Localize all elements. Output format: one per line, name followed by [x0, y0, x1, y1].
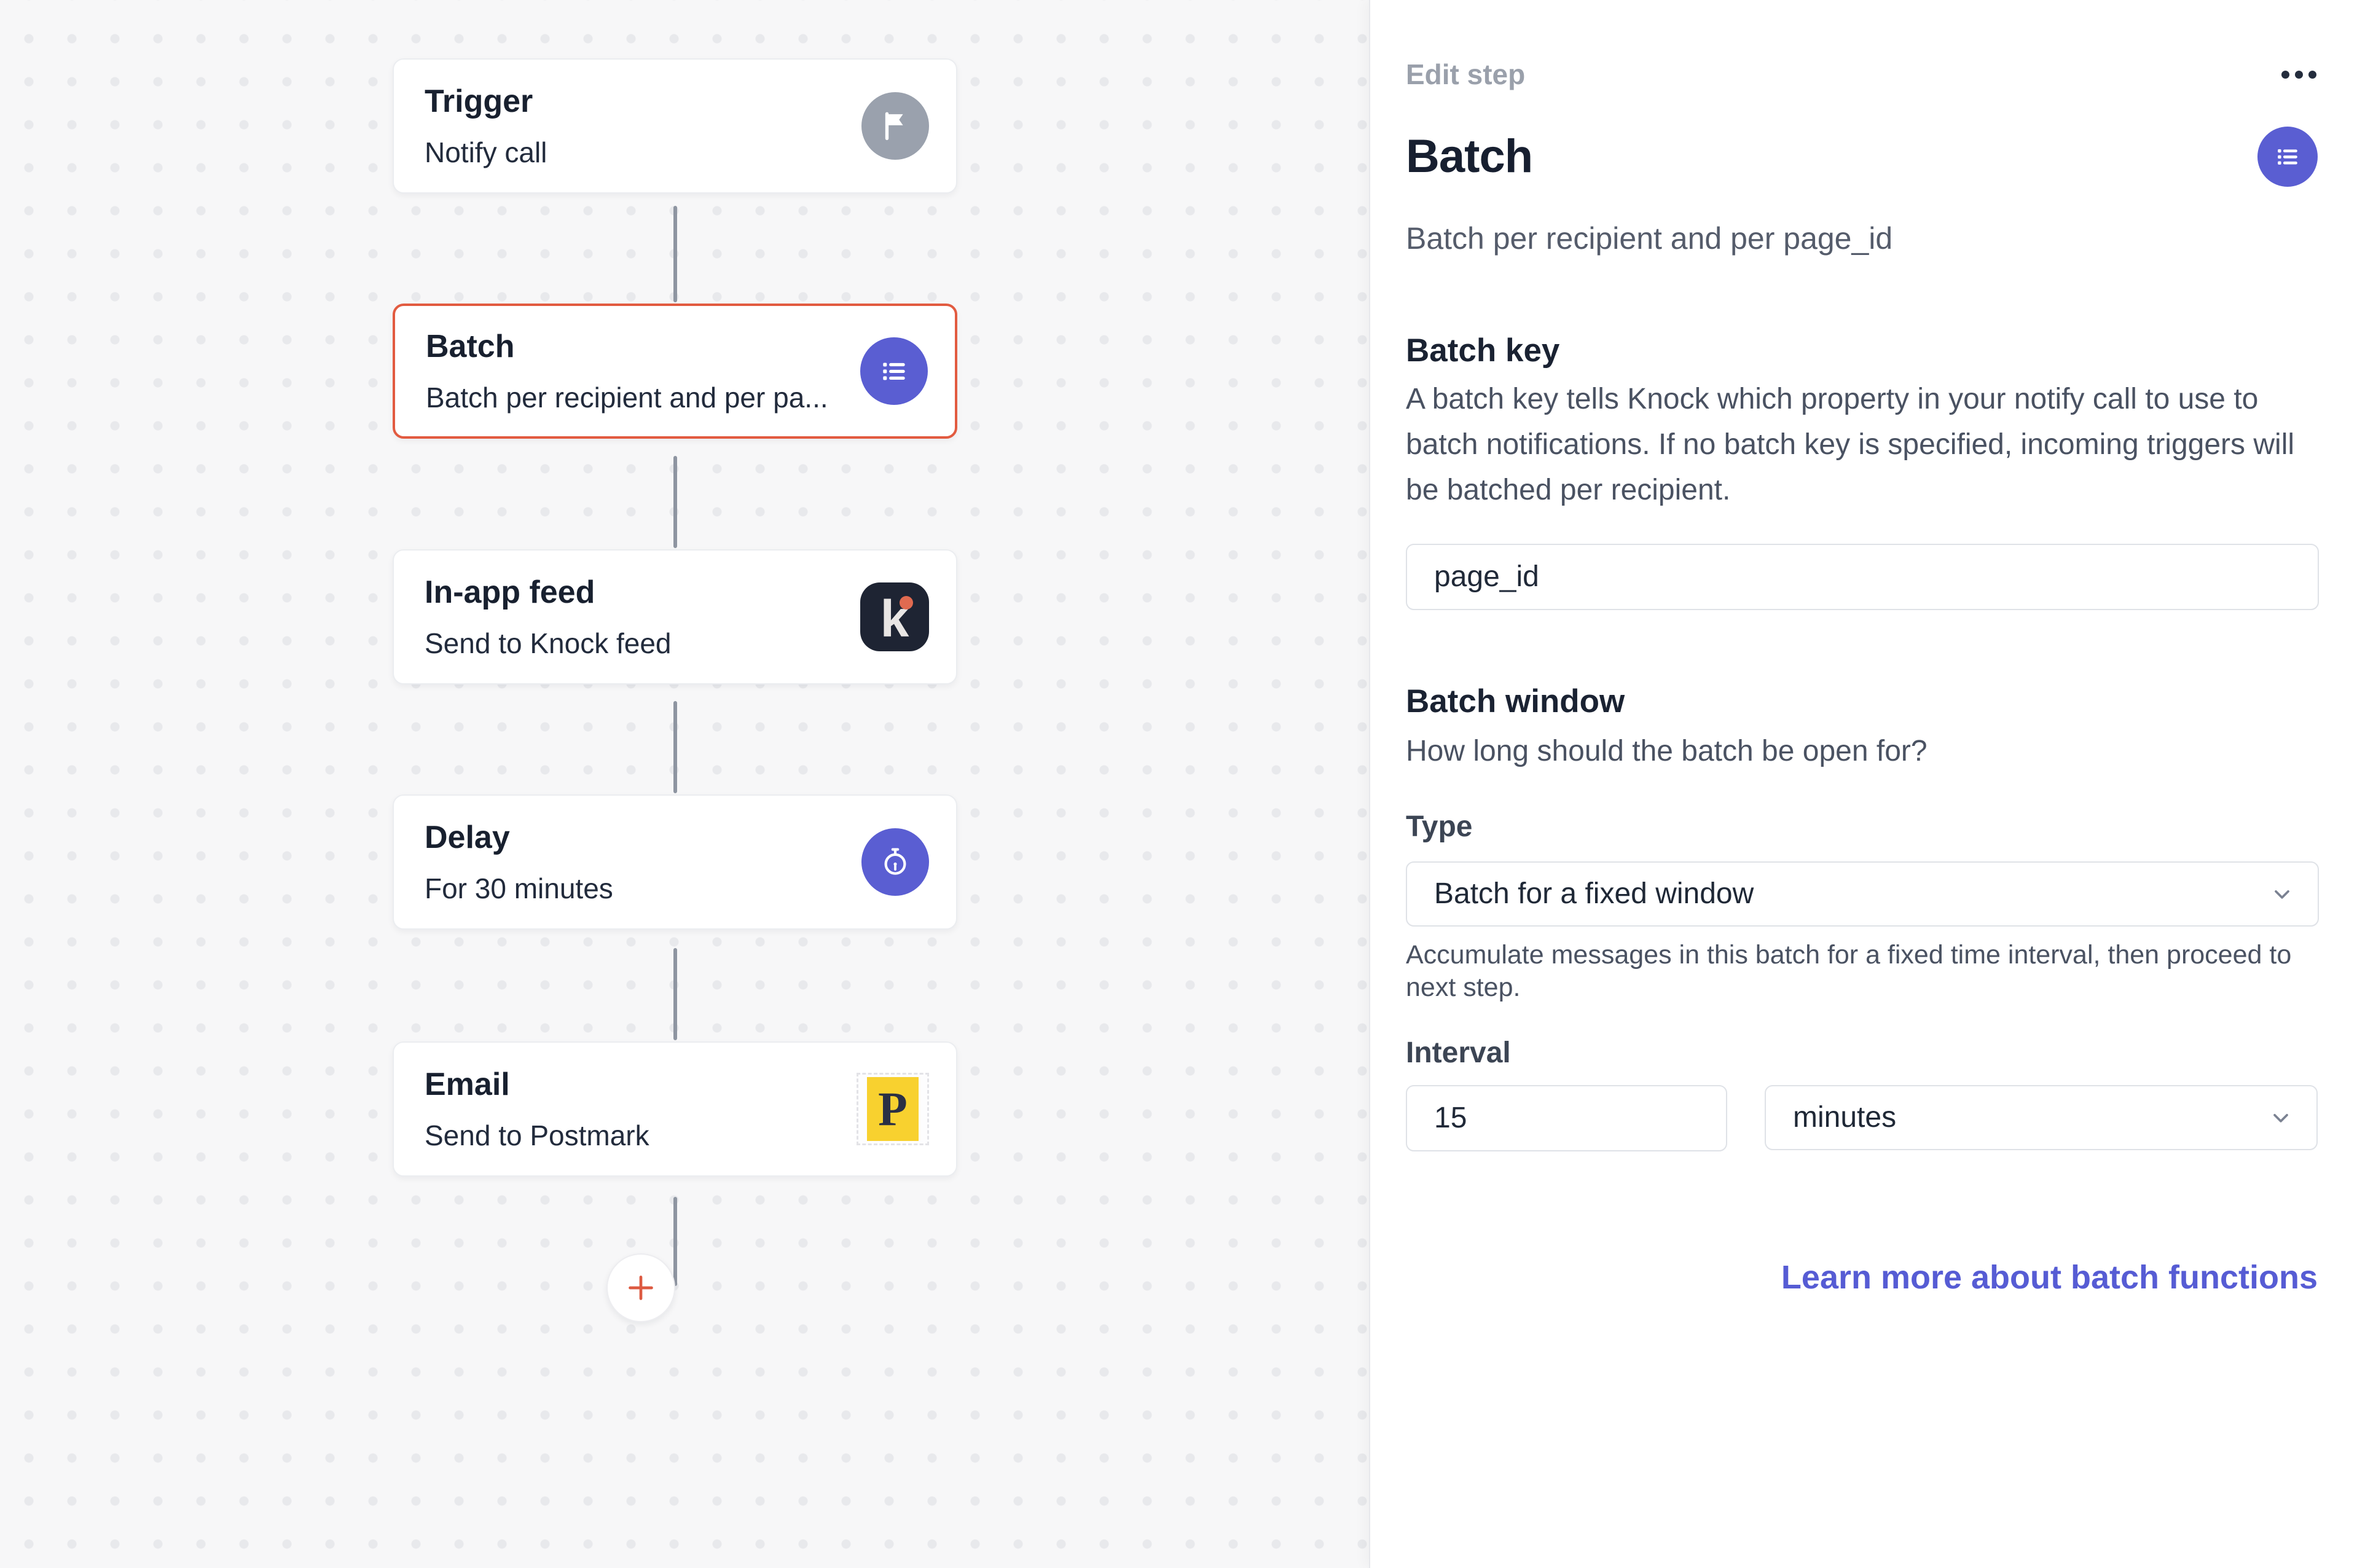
- batch-key-description: A batch key tells Knock which property i…: [1406, 382, 2295, 506]
- batch-type-help: Accumulate messages in this batch for a …: [1406, 939, 2292, 1002]
- node-text: Delay For 30 minutes: [425, 821, 613, 903]
- knock-dot: [900, 596, 913, 610]
- panel-header: Edit step: [1406, 60, 2318, 88]
- workflow-node-delay[interactable]: Delay For 30 minutes: [393, 794, 957, 930]
- panel-title-row: Batch: [1406, 127, 2318, 187]
- node-title: In-app feed: [425, 574, 595, 610]
- node-subtitle: Notify call: [425, 136, 547, 168]
- bullet-list-icon: [2278, 149, 2297, 165]
- batch-step-icon-badge: [2257, 127, 2318, 187]
- dot-icon: [2308, 70, 2316, 79]
- node-subtitle: Send to Knock feed: [425, 627, 672, 659]
- workflow-node-email[interactable]: Email Send to Postmark P: [393, 1041, 957, 1177]
- workflow-canvas: Trigger Notify call Batch Batch per reci…: [0, 0, 1369, 1568]
- node-title: Email: [425, 1067, 510, 1102]
- type-label: Type: [1406, 810, 1473, 843]
- chevron-down-icon: [2275, 890, 2289, 899]
- node-subtitle: Send to Postmark: [425, 1119, 649, 1151]
- node-subtitle: For 30 minutes: [425, 872, 613, 904]
- dot-icon: [2295, 70, 2303, 79]
- postmark-stamp-icon: P: [857, 1073, 929, 1145]
- page-title: Batch: [1406, 130, 1533, 182]
- node-text: Batch Batch per recipient and per pa...: [426, 331, 828, 412]
- interval-row: minutes: [1406, 1084, 2318, 1151]
- connector-line: [673, 701, 677, 793]
- panel-subtitle: Batch per recipient and per page_id: [1406, 221, 1893, 256]
- connector-line: [673, 1197, 677, 1286]
- bullet-list-icon: [883, 363, 905, 380]
- connector-line: [673, 206, 677, 302]
- postmark-stamp-inner: P: [867, 1077, 919, 1141]
- node-text: In-app feed Send to Knock feed: [425, 576, 672, 657]
- batch-type-select-value: Batch for a fixed window: [1434, 877, 1754, 910]
- node-text: Trigger Notify call: [425, 85, 547, 167]
- batch-key-heading: Batch key: [1406, 332, 1560, 369]
- postmark-letter: P: [878, 1082, 908, 1135]
- more-options-button[interactable]: [2280, 65, 2318, 85]
- trigger-icon-badge: [861, 92, 929, 160]
- workflow-node-in-app-feed[interactable]: In-app feed Send to Knock feed k: [393, 549, 957, 684]
- flag-icon: [885, 112, 903, 140]
- batch-window-question: How long should the batch be open for?: [1406, 734, 1928, 767]
- interval-value-input[interactable]: [1406, 1084, 1727, 1151]
- add-step-button[interactable]: [606, 1253, 675, 1322]
- chevron-down-icon: [2273, 1113, 2288, 1123]
- delay-icon-badge: [861, 828, 929, 896]
- dot-icon: [2281, 70, 2289, 79]
- interval-unit-select[interactable]: minutes: [1765, 1084, 2318, 1150]
- workflow-node-trigger[interactable]: Trigger Notify call: [393, 58, 957, 194]
- knock-logo-icon: k: [860, 582, 929, 651]
- workflow-node-batch[interactable]: Batch Batch per recipient and per pa...: [393, 304, 957, 439]
- batch-type-select[interactable]: Batch for a fixed window: [1406, 861, 2319, 927]
- node-subtitle: Batch per recipient and per pa...: [426, 382, 828, 414]
- batch-key-input[interactable]: [1406, 543, 2319, 610]
- interval-label: Interval: [1406, 1036, 1511, 1069]
- node-text: Email Send to Postmark: [425, 1068, 649, 1150]
- node-title: Batch: [426, 329, 515, 364]
- node-title: Delay: [425, 820, 510, 855]
- connector-line: [673, 948, 677, 1040]
- batch-window-heading: Batch window: [1406, 683, 1625, 719]
- batch-icon-badge: [860, 337, 928, 405]
- interval-unit-value: minutes: [1793, 1101, 1897, 1134]
- node-title: Trigger: [425, 84, 533, 119]
- edit-step-panel: Edit step Batch Batch per recipient and …: [1369, 0, 2357, 1568]
- stopwatch-icon: [884, 848, 906, 875]
- panel-eyebrow: Edit step: [1406, 58, 1526, 90]
- learn-more-link[interactable]: Learn more about batch functions: [1781, 1258, 2318, 1296]
- plus-icon: [629, 1276, 653, 1300]
- connector-line: [673, 456, 677, 548]
